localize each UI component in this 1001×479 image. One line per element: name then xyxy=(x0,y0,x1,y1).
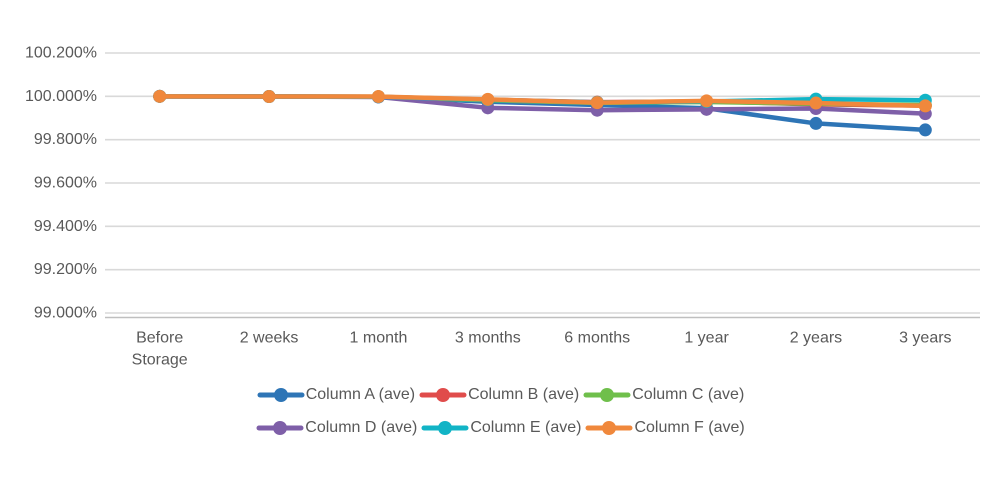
legend-label: Column E (ave) xyxy=(470,419,582,436)
legend-line-dot-icon xyxy=(256,421,304,435)
legend-line-dot-icon xyxy=(419,388,467,402)
legend-item: Column F (ave) xyxy=(585,419,745,437)
data-point xyxy=(809,96,823,110)
data-point xyxy=(590,96,604,110)
legend-row: Column D (ave) Column E (ave) Column F (av… xyxy=(256,419,745,437)
legend-item: Column C (ave) xyxy=(583,386,744,404)
series-line xyxy=(157,94,928,109)
x-tick-label: Storage xyxy=(132,352,188,369)
x-tick-label: 3 years xyxy=(899,330,951,347)
x-tick-label: 6 months xyxy=(564,330,630,347)
legend-line-dot-icon xyxy=(585,421,633,435)
data-point xyxy=(153,89,167,103)
y-tick-label: 99.000% xyxy=(34,305,97,322)
legend-line-dot-icon xyxy=(421,421,469,435)
data-point xyxy=(918,123,932,137)
data-point xyxy=(809,116,823,130)
legend-label: Column F (ave) xyxy=(634,419,745,436)
chart-canvas: 100.200% 100.000% 99.800% 99.600% 99.400% 99.… xyxy=(25,45,980,369)
y-tick-label: 99.600% xyxy=(34,175,97,192)
legend-line-dot-icon xyxy=(257,388,305,402)
x-tick-label: 1 month xyxy=(350,330,408,347)
y-tick-label: 100.200% xyxy=(25,45,97,62)
legend-line-dot-icon xyxy=(583,388,631,402)
x-tick-label: 2 years xyxy=(790,330,842,347)
legend-label: Column B (ave) xyxy=(468,386,580,403)
chart-legend: Column A (ave) Column B (ave) Column C (av… xyxy=(0,386,1001,437)
x-tick-label: 2 weeks xyxy=(240,330,299,347)
data-point xyxy=(481,92,495,106)
legend-item: Column A (ave) xyxy=(257,386,415,404)
legend-label: Column D (ave) xyxy=(305,419,418,436)
data-point xyxy=(371,90,385,104)
y-tick-label: 99.800% xyxy=(34,131,97,148)
legend-label: Column C (ave) xyxy=(632,386,745,403)
y-tick-label: 99.400% xyxy=(34,218,97,235)
legend-item: Column E (ave) xyxy=(421,419,581,437)
legend-item: Column D (ave) xyxy=(256,419,417,437)
data-point xyxy=(700,94,714,108)
y-tick-label: 100.000% xyxy=(25,88,97,105)
x-tick-label: 1 year xyxy=(684,330,729,347)
x-tick-label: Before xyxy=(136,330,183,347)
x-tick-label: 3 months xyxy=(455,330,521,347)
y-tick-label: 99.200% xyxy=(34,261,97,278)
legend-row: Column A (ave) Column B (ave) Column C (av… xyxy=(257,386,744,404)
data-point xyxy=(262,90,276,104)
data-point xyxy=(918,99,932,113)
legend-label: Column A (ave) xyxy=(305,386,416,403)
legend-item: Column B (ave) xyxy=(419,386,579,404)
